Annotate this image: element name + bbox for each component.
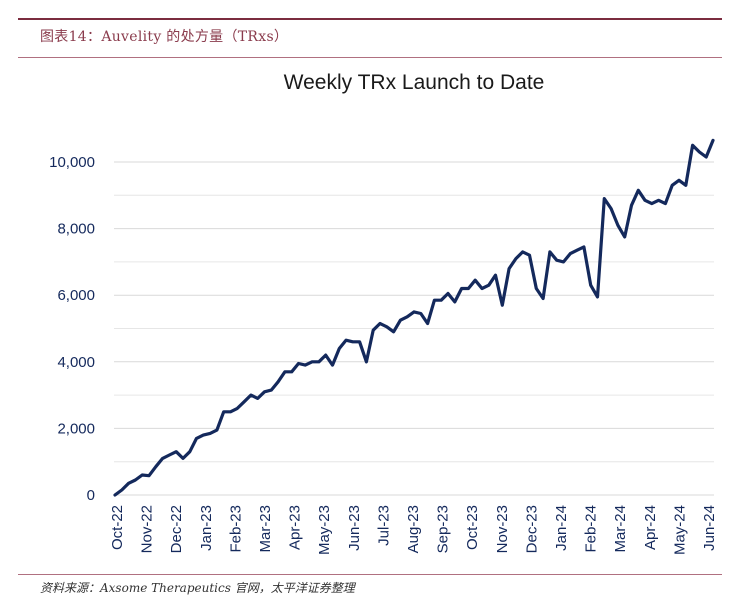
header-rule xyxy=(18,57,722,58)
x-tick-label: Apr-23 xyxy=(287,505,304,550)
x-tick-label: Dec-22 xyxy=(168,505,185,553)
x-tick-label: Mar-24 xyxy=(612,505,629,553)
x-tick-label: Apr-24 xyxy=(642,505,659,550)
x-tick-label: Nov-23 xyxy=(494,505,511,553)
x-tick-label: May-24 xyxy=(671,505,688,555)
y-tick-label: 4,000 xyxy=(57,354,95,371)
x-tick-label: Feb-24 xyxy=(583,505,600,553)
top-rule xyxy=(18,18,722,20)
x-tick-label: Nov-22 xyxy=(139,505,156,553)
x-tick-label: Jan-23 xyxy=(198,505,215,551)
x-tick-label: Aug-23 xyxy=(405,505,422,553)
y-tick-label: 10,000 xyxy=(49,154,95,171)
x-tick-label: Mar-23 xyxy=(257,505,274,553)
x-tick-label: Dec-23 xyxy=(523,505,540,553)
y-tick-label: 2,000 xyxy=(57,420,95,437)
x-tick-label: Jul-23 xyxy=(375,505,392,546)
footer-rule xyxy=(18,574,722,575)
y-tick-label: 8,000 xyxy=(57,221,95,238)
source-note: 资料来源：Axsome Therapeutics 官网，太平洋证券整理 xyxy=(40,581,355,595)
x-tick-label: Feb-23 xyxy=(227,505,244,553)
x-tick-label: Jan-24 xyxy=(553,505,570,551)
chart-title: Weekly TRx Launch to Date xyxy=(284,71,545,94)
figure-caption: 图表14：Auvelity 的处方量（TRxs） xyxy=(40,29,289,45)
x-tick-label: Jun-23 xyxy=(346,505,363,551)
y-tick-label: 0 xyxy=(87,487,95,504)
x-tick-label: Oct-22 xyxy=(109,505,126,550)
x-tick-label: May-23 xyxy=(316,505,333,555)
x-tick-label: Oct-23 xyxy=(464,505,481,550)
series-line xyxy=(113,138,715,497)
x-tick-label: Sep-23 xyxy=(435,505,452,553)
x-tick-label: Jun-24 xyxy=(701,505,718,551)
y-tick-label: 6,000 xyxy=(57,287,95,304)
